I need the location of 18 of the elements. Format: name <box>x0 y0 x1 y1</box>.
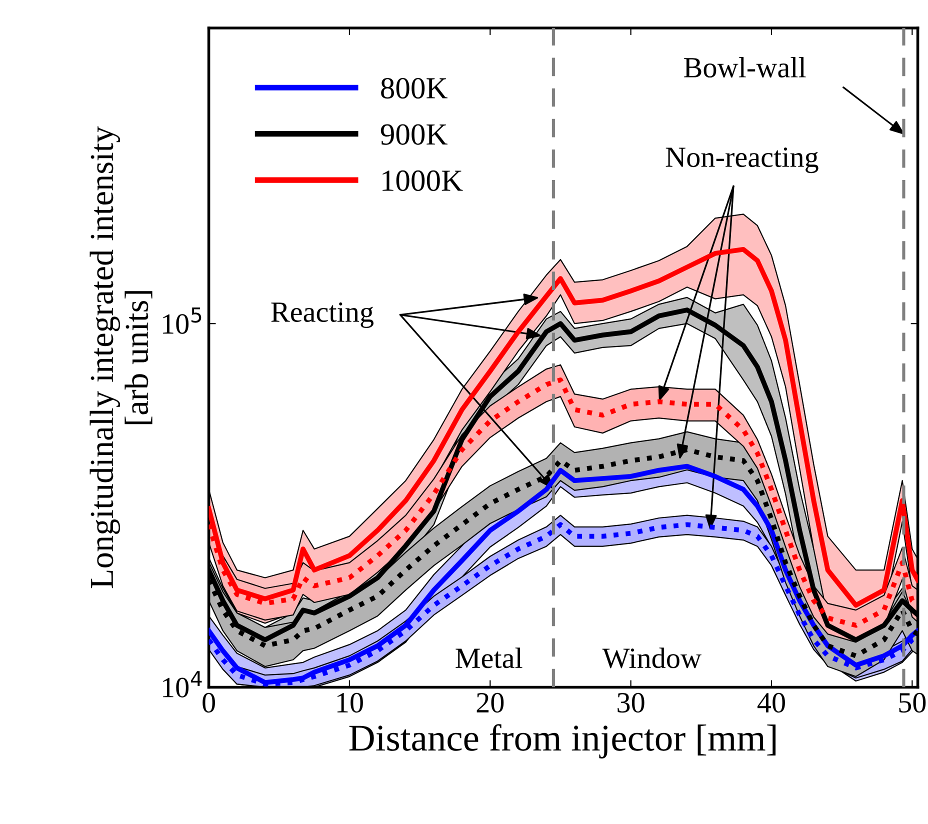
x-tick-label: 10 <box>337 692 363 713</box>
annotation: Non-reacting <box>666 147 818 174</box>
annotation: Window <box>602 648 702 668</box>
x-tick-label: 0 <box>202 692 215 713</box>
x-tick-label: 50 <box>899 692 926 713</box>
annotation: Reacting <box>271 302 374 328</box>
y-tick-label: 10$^{4}$ <box>163 671 202 698</box>
x-tick-label: 30 <box>618 692 644 713</box>
annotation: Metal <box>456 648 522 668</box>
legend-label: 800K <box>381 78 448 99</box>
y-axis-title: Longitudinally integrated intensity [arb units] <box>90 126 152 588</box>
x-axis-title: Distance from injector [mm] <box>349 724 776 758</box>
legend-label: 1000K <box>382 170 463 192</box>
y-tick-label: 10$^{5}$ <box>163 308 202 334</box>
x-tick-label: 20 <box>476 692 504 713</box>
legend-label: 900K <box>380 124 448 145</box>
x-tick-label: 40 <box>757 692 785 713</box>
annotation: Bowl-wall <box>684 56 806 78</box>
